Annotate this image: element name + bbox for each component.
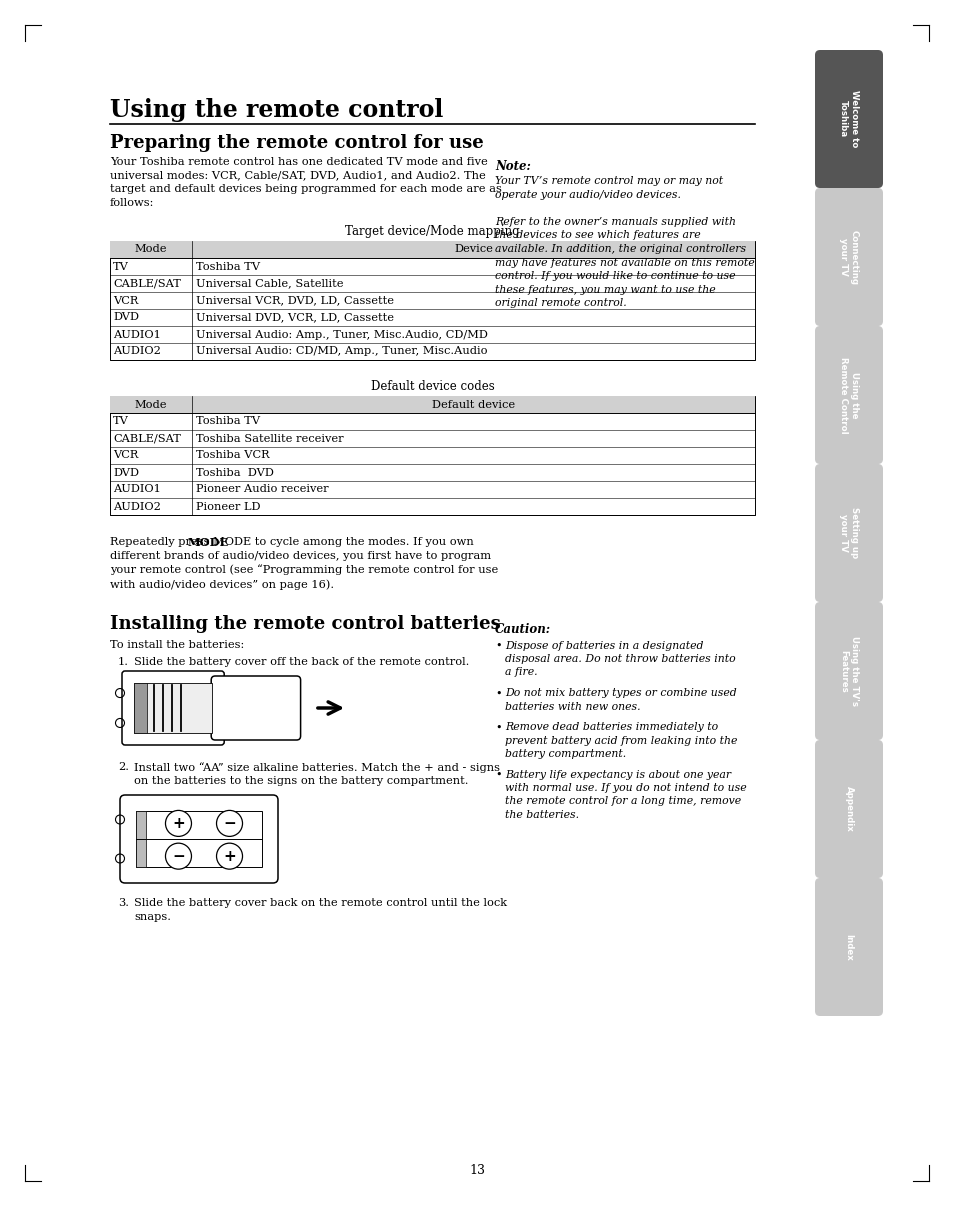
- Text: Mode: Mode: [134, 245, 167, 254]
- FancyBboxPatch shape: [814, 464, 882, 602]
- Bar: [136, 810, 262, 867]
- Bar: [133, 683, 212, 733]
- Circle shape: [216, 843, 242, 870]
- Circle shape: [165, 810, 192, 837]
- Text: Slide the battery cover back on the remote control until the lock
snaps.: Slide the battery cover back on the remo…: [133, 898, 506, 921]
- FancyBboxPatch shape: [814, 188, 882, 326]
- FancyBboxPatch shape: [814, 49, 882, 188]
- Bar: [110, 396, 754, 515]
- Text: Dispose of batteries in a designated
disposal area. Do not throw batteries into
: Dispose of batteries in a designated dis…: [504, 642, 735, 678]
- Text: Your Toshiba remote control has one dedicated TV mode and five
universal modes: : Your Toshiba remote control has one dedi…: [110, 157, 501, 207]
- Text: AUDIO1: AUDIO1: [112, 329, 161, 340]
- Text: Device: Device: [454, 245, 493, 254]
- Text: Toshiba  DVD: Toshiba DVD: [195, 468, 274, 478]
- Text: Default device: Default device: [432, 399, 515, 410]
- Text: Toshiba Satellite receiver: Toshiba Satellite receiver: [195, 433, 343, 444]
- Text: −: −: [172, 849, 185, 863]
- Text: +: +: [172, 816, 185, 831]
- Text: DVD: DVD: [112, 312, 139, 322]
- Text: •: •: [495, 722, 501, 732]
- Text: Caution:: Caution:: [495, 624, 551, 636]
- Text: Note:: Note:: [495, 160, 530, 172]
- Text: Pioneer Audio receiver: Pioneer Audio receiver: [195, 485, 328, 494]
- Text: Universal DVD, VCR, LD, Cassette: Universal DVD, VCR, LD, Cassette: [195, 312, 394, 322]
- Text: TV: TV: [112, 262, 129, 271]
- Text: AUDIO1: AUDIO1: [112, 485, 161, 494]
- FancyBboxPatch shape: [122, 671, 224, 745]
- Text: Toshiba TV: Toshiba TV: [195, 416, 260, 427]
- Text: 2.: 2.: [118, 762, 129, 772]
- Text: Toshiba TV: Toshiba TV: [195, 262, 260, 271]
- Text: VCR: VCR: [112, 451, 138, 461]
- Bar: [133, 683, 147, 733]
- Bar: [110, 241, 754, 361]
- Text: Do not mix battery types or combine used
batteries with new ones.: Do not mix battery types or combine used…: [504, 689, 736, 712]
- Text: 3.: 3.: [118, 898, 129, 908]
- Text: Preparing the remote control for use: Preparing the remote control for use: [110, 134, 483, 152]
- Text: VCR: VCR: [112, 295, 138, 305]
- Bar: [110, 396, 754, 412]
- Text: Universal Audio: CD/MD, Amp., Tuner, Misc.Audio: Universal Audio: CD/MD, Amp., Tuner, Mis…: [195, 346, 487, 357]
- Text: Your TV’s remote control may or may not
operate your audio/video devices.

Refer: Your TV’s remote control may or may not …: [495, 176, 754, 309]
- Text: Toshiba VCR: Toshiba VCR: [195, 451, 270, 461]
- FancyBboxPatch shape: [814, 878, 882, 1015]
- Text: Setting up
your TV: Setting up your TV: [839, 508, 858, 558]
- Text: CABLE/SAT: CABLE/SAT: [112, 279, 181, 288]
- Circle shape: [165, 843, 192, 870]
- Text: Universal Cable, Satellite: Universal Cable, Satellite: [195, 279, 343, 288]
- Text: Default device codes: Default device codes: [370, 380, 494, 393]
- FancyBboxPatch shape: [211, 677, 300, 740]
- Text: Battery life expectancy is about one year
with normal use. If you do not intend : Battery life expectancy is about one yea…: [504, 769, 746, 820]
- Text: Target device/Mode mapping: Target device/Mode mapping: [345, 226, 519, 238]
- Text: AUDIO2: AUDIO2: [112, 346, 161, 357]
- Text: Welcome to
Toshiba: Welcome to Toshiba: [839, 90, 858, 147]
- Bar: [110, 241, 754, 258]
- Text: Universal Audio: Amp., Tuner, Misc.Audio, CD/MD: Universal Audio: Amp., Tuner, Misc.Audio…: [195, 329, 487, 340]
- Text: −: −: [223, 816, 235, 831]
- Text: Connecting
your TV: Connecting your TV: [839, 229, 858, 285]
- Text: CABLE/SAT: CABLE/SAT: [112, 433, 181, 444]
- Text: To install the batteries:: To install the batteries:: [110, 640, 244, 650]
- Text: Universal VCR, DVD, LD, Cassette: Universal VCR, DVD, LD, Cassette: [195, 295, 394, 305]
- Circle shape: [216, 810, 242, 837]
- Text: Pioneer LD: Pioneer LD: [195, 502, 260, 511]
- Text: Installing the remote control batteries: Installing the remote control batteries: [110, 615, 500, 633]
- Bar: [136, 810, 146, 867]
- Text: Using the TV's
Features: Using the TV's Features: [839, 636, 858, 706]
- Text: •: •: [495, 689, 501, 698]
- FancyBboxPatch shape: [120, 795, 277, 883]
- Text: TV: TV: [112, 416, 129, 427]
- Text: Remove dead batteries immediately to
prevent battery acid from leaking into the
: Remove dead batteries immediately to pre…: [504, 722, 737, 759]
- Text: Appendix: Appendix: [843, 786, 853, 832]
- Text: MODE: MODE: [187, 537, 229, 548]
- FancyBboxPatch shape: [814, 602, 882, 740]
- Text: Mode: Mode: [134, 399, 167, 410]
- Text: Using the remote control: Using the remote control: [110, 98, 443, 122]
- Text: •: •: [495, 642, 501, 651]
- Text: 13: 13: [469, 1164, 484, 1177]
- Text: Using the
Remote Control: Using the Remote Control: [839, 357, 858, 433]
- FancyBboxPatch shape: [814, 326, 882, 464]
- Text: DVD: DVD: [112, 468, 139, 478]
- Text: Slide the battery cover off the back of the remote control.: Slide the battery cover off the back of …: [133, 657, 469, 667]
- Text: •: •: [495, 769, 501, 780]
- Text: Install two “AA” size alkaline batteries. Match the + and - signs
on the batteri: Install two “AA” size alkaline batteries…: [133, 762, 499, 786]
- Text: Index: Index: [843, 933, 853, 960]
- Text: 1.: 1.: [118, 657, 129, 667]
- FancyBboxPatch shape: [814, 740, 882, 878]
- Text: +: +: [223, 849, 235, 863]
- Text: Repeatedly press MODE to cycle among the modes. If you own
different brands of a: Repeatedly press MODE to cycle among the…: [110, 537, 497, 590]
- Text: AUDIO2: AUDIO2: [112, 502, 161, 511]
